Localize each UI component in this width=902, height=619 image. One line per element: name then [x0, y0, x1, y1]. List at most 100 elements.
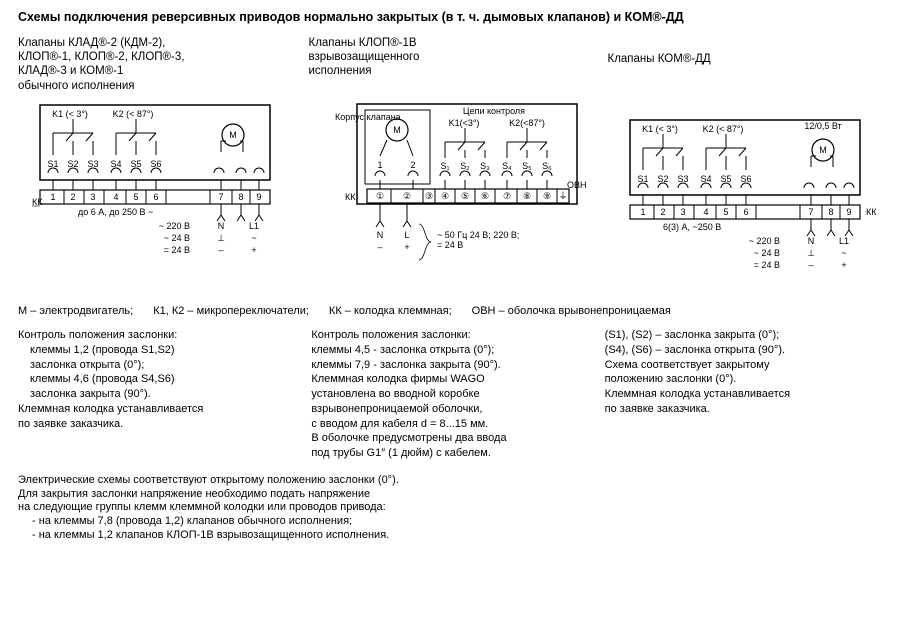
- svg-text:= 24 В: = 24 В: [437, 240, 463, 250]
- col3-head: Клапаны КОМ®-ДД: [608, 36, 885, 108]
- svg-text:= 24 В: = 24 В: [753, 260, 779, 270]
- bottom-text: Электрические схемы соответствуют открыт…: [18, 474, 884, 543]
- svg-text:②: ②: [402, 191, 410, 201]
- svg-text:M: M: [229, 130, 237, 140]
- legend-row: М – электродвигатель; К1, К2 – микропере…: [18, 305, 884, 319]
- svg-text:КК: КК: [345, 192, 356, 202]
- page-title: Схемы подключения реверсивных приводов н…: [18, 10, 884, 26]
- svg-text:5: 5: [723, 207, 728, 217]
- notes-row: Контроль положения заслонки: клеммы 1,2 …: [18, 329, 884, 462]
- svg-text:6: 6: [743, 207, 748, 217]
- svg-text:N: N: [807, 236, 814, 246]
- svg-text:S₄: S₄: [502, 161, 512, 171]
- svg-text:до 6 А, до 250 В ~: до 6 А, до 250 В ~: [78, 207, 153, 217]
- d1-k2-switch: [116, 119, 156, 155]
- svg-text:K1 (< 3°): K1 (< 3°): [642, 124, 678, 134]
- col1-head-l2: КЛОП®-1, КЛОП®-2, КЛОП®-3,: [18, 50, 295, 64]
- d2-k1-switch: [445, 128, 485, 158]
- svg-text:~ 24 В: ~ 24 В: [753, 248, 779, 258]
- svg-text:①: ①: [375, 191, 383, 201]
- svg-text:1: 1: [377, 160, 382, 170]
- svg-text:S₁: S₁: [440, 161, 449, 171]
- svg-text:4: 4: [113, 192, 118, 202]
- svg-text:~ 220 В: ~ 220 В: [159, 221, 190, 231]
- d3-k1-switch: [643, 134, 683, 170]
- svg-text:K2 (< 87°): K2 (< 87°): [702, 124, 743, 134]
- col1-head: Клапаны КЛАД®-2 (КДМ-2), КЛОП®-1, КЛОП®-…: [18, 36, 295, 94]
- col1-head-l1: Клапаны КЛАД®-2 (КДМ-2),: [18, 36, 295, 50]
- legend-ovn: ОВН – оболочка врывонепроницаемая: [472, 305, 671, 319]
- svg-text:–: –: [218, 245, 223, 255]
- svg-text:⑨: ⑨: [542, 191, 550, 201]
- svg-text:–: –: [377, 242, 382, 252]
- svg-text:1: 1: [50, 192, 55, 202]
- col2-head-l2: взрывозащищенного: [309, 50, 594, 64]
- svg-text:M: M: [393, 125, 401, 135]
- legend-m: М – электродвигатель;: [18, 305, 133, 319]
- svg-text:3: 3: [680, 207, 685, 217]
- svg-text:+: +: [841, 260, 846, 270]
- svg-text:⑧: ⑧: [522, 191, 530, 201]
- svg-text:1: 1: [640, 207, 645, 217]
- col3-head-l1: Клапаны КОМ®-ДД: [608, 52, 885, 66]
- diagram-3: K1 (< 3°) K2 (< 87°) 12/0,5 Вт M: [608, 112, 885, 292]
- legend-k: К1, К2 – микропереключатели;: [153, 305, 309, 319]
- svg-text:–: –: [808, 260, 813, 270]
- diagram-1: K1 (< 3°) K2 (< 87°) M: [18, 97, 295, 277]
- svg-text:4: 4: [703, 207, 708, 217]
- svg-text:M: M: [819, 145, 827, 155]
- col-3: Клапаны КОМ®-ДД K1 (< 3°) K2 (< 87°) 12/…: [608, 36, 885, 298]
- d3-k2-switch: [706, 134, 746, 170]
- svg-text:Цепи контроля: Цепи контроля: [462, 106, 524, 116]
- notes-col-3: (S1), (S2) – заслонка закрыта (0°); (S4)…: [605, 329, 884, 462]
- svg-text:L: L: [404, 230, 409, 240]
- notes-col-1: Контроль положения заслонки: клеммы 1,2 …: [18, 329, 297, 462]
- d1-k1-switch: [53, 119, 93, 155]
- col2-head: Клапаны КЛОП®-1В взрывозащищенного испол…: [309, 36, 594, 92]
- d2-k2-switch: [507, 128, 547, 158]
- svg-text:8: 8: [828, 207, 833, 217]
- svg-text:КК: КК: [866, 207, 877, 217]
- svg-text:7: 7: [218, 192, 223, 202]
- svg-text:⊥: ⊥: [807, 248, 815, 258]
- svg-text:ОВН: ОВН: [567, 180, 587, 190]
- svg-text:~ 24 В: ~ 24 В: [164, 233, 190, 243]
- legend-kk: КК – колодка клеммная;: [329, 305, 452, 319]
- svg-text:⑦: ⑦: [502, 191, 510, 201]
- svg-text:④: ④: [440, 191, 448, 201]
- svg-text:9: 9: [846, 207, 851, 217]
- svg-text:+: +: [404, 242, 409, 252]
- col-1: Клапаны КЛАД®-2 (КДМ-2), КЛОП®-1, КЛОП®-…: [18, 36, 295, 298]
- svg-text:9: 9: [256, 192, 261, 202]
- col1-head-l3: КЛАД®-3 и КОМ®-1: [18, 64, 295, 78]
- d1-k2-label: K2 (< 87°): [113, 109, 154, 119]
- svg-text:8: 8: [238, 192, 243, 202]
- notes-col-2: Контроль положения заслонки: клеммы 4,5 …: [311, 329, 590, 462]
- svg-text:S₂: S₂: [460, 161, 470, 171]
- svg-text:12/0,5 Вт: 12/0,5 Вт: [804, 121, 841, 131]
- svg-text:3: 3: [90, 192, 95, 202]
- svg-text:⑥: ⑥: [480, 191, 488, 201]
- svg-text:S₆: S₆: [542, 161, 552, 171]
- svg-text:K1(<3°): K1(<3°): [448, 118, 479, 128]
- d1-motor: M: [221, 124, 244, 152]
- svg-text:6: 6: [153, 192, 158, 202]
- col2-head-l3: исполнения: [309, 64, 594, 78]
- svg-text:L1: L1: [838, 236, 848, 246]
- svg-text:6(3) А, ~250 В: 6(3) А, ~250 В: [663, 222, 721, 232]
- svg-text:КК: КК: [32, 197, 43, 207]
- svg-text:~ 220 В: ~ 220 В: [748, 236, 779, 246]
- svg-text:③: ③: [424, 191, 432, 201]
- svg-text:N: N: [218, 221, 225, 231]
- col1-head-l4: обычного исполнения: [18, 79, 295, 93]
- svg-text:2: 2: [410, 160, 415, 170]
- svg-text:⏚: ⏚: [558, 191, 567, 201]
- svg-text:~: ~: [251, 233, 256, 243]
- svg-text:K2(<87°): K2(<87°): [509, 118, 545, 128]
- svg-text:S₃: S₃: [480, 161, 490, 171]
- svg-text:S₅: S₅: [522, 161, 532, 171]
- svg-text:~ 50 Гц 24 В; 220 В;: ~ 50 Гц 24 В; 220 В;: [437, 230, 519, 240]
- svg-text:2: 2: [70, 192, 75, 202]
- svg-text:⑤: ⑤: [460, 191, 468, 201]
- svg-text:= 24 В: = 24 В: [164, 245, 190, 255]
